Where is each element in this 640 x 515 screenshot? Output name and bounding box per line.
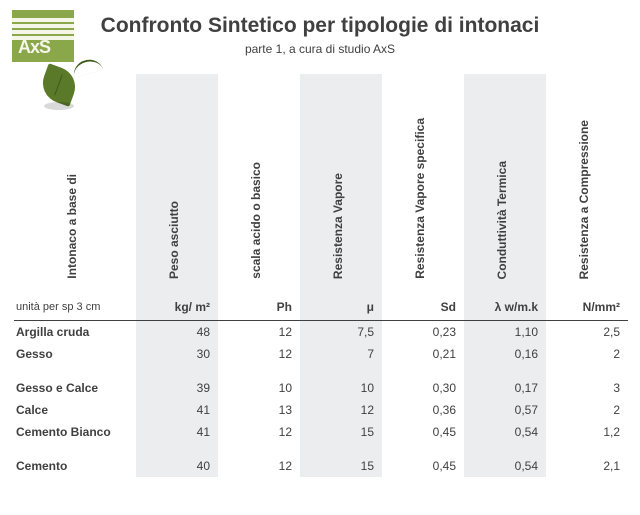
column-unit: λ w/m.k	[464, 294, 546, 321]
cell: 12	[218, 443, 300, 477]
table-row: Cemento Bianco4112150,450,541,2	[14, 421, 628, 443]
cell: 15	[300, 421, 382, 443]
cell: 12	[218, 421, 300, 443]
cell: 7	[300, 343, 382, 365]
column-unit: N/mm²	[546, 294, 628, 321]
cell: 41	[136, 421, 218, 443]
cell: 2	[546, 343, 628, 365]
cell: 0,45	[382, 421, 464, 443]
table-row: Gesso e Calce3910100,300,173	[14, 365, 628, 399]
cell: 13	[218, 399, 300, 421]
table-row: Calce4113120,360,572	[14, 399, 628, 421]
cell: 0,54	[464, 421, 546, 443]
column-unit: Sd	[382, 294, 464, 321]
cell: 12	[300, 399, 382, 421]
cell: 2,5	[546, 321, 628, 344]
column-header: Resistenza Vapore	[300, 74, 382, 294]
cell: 48	[136, 321, 218, 344]
cell: 0,36	[382, 399, 464, 421]
column-label: Resistenza a Compressione	[577, 120, 597, 279]
row-name: Argilla cruda	[14, 321, 136, 344]
column-label: Resistenza Vapore	[331, 173, 351, 279]
column-unit: kg/ m²	[136, 294, 218, 321]
column-label: Peso asciutto	[167, 201, 187, 279]
row-header-label: Intonaco a base di	[14, 74, 136, 294]
cell: 12	[218, 321, 300, 344]
cell: 3	[546, 365, 628, 399]
cell: 30	[136, 343, 218, 365]
logo-text: AxS	[18, 37, 50, 58]
cell: 0,54	[464, 443, 546, 477]
column-label: scala acido o basico	[249, 162, 269, 279]
comparison-table: Intonaco a base di Peso asciutto scala aci…	[14, 74, 626, 477]
cell: 15	[300, 443, 382, 477]
table-row: Argilla cruda48127,50,231,102,5	[14, 321, 628, 344]
row-name: Gesso	[14, 343, 136, 365]
column-header: scala acido o basico	[218, 74, 300, 294]
row-name: Cemento	[14, 443, 136, 477]
cell: 1,10	[464, 321, 546, 344]
page-subtitle: parte 1, a cura di studio AxS	[0, 42, 640, 56]
cell: 0,21	[382, 343, 464, 365]
cell: 2,1	[546, 443, 628, 477]
page-title: Confronto Sintetico per tipologie di int…	[0, 14, 640, 38]
column-header: Conduttività Termica	[464, 74, 546, 294]
unit-row-label: unità per sp 3 cm	[14, 294, 136, 321]
cell: 10	[300, 365, 382, 399]
cell: 0,16	[464, 343, 546, 365]
column-unit: μ	[300, 294, 382, 321]
header: Confronto Sintetico per tipologie di int…	[0, 0, 640, 56]
cell: 10	[218, 365, 300, 399]
row-name: Gesso e Calce	[14, 365, 136, 399]
cell: 0,45	[382, 443, 464, 477]
row-name: Cemento Bianco	[14, 421, 136, 443]
cell: 0,17	[464, 365, 546, 399]
cell: 0,23	[382, 321, 464, 344]
column-unit: Ph	[218, 294, 300, 321]
column-header: Resistenza a Compressione	[546, 74, 628, 294]
cell: 0,30	[382, 365, 464, 399]
logo: AxS	[12, 10, 84, 72]
cell: 7,5	[300, 321, 382, 344]
logo-box: AxS	[12, 10, 74, 62]
table-row: Cemento4012150,450,542,1	[14, 443, 628, 477]
cell: 12	[218, 343, 300, 365]
column-header: Peso asciutto	[136, 74, 218, 294]
column-label: Resistenza Vapore specifica	[413, 118, 433, 279]
cell: 40	[136, 443, 218, 477]
cell: 0,57	[464, 399, 546, 421]
table-row: Gesso301270,210,162	[14, 343, 628, 365]
row-name: Calce	[14, 399, 136, 421]
cell: 39	[136, 365, 218, 399]
column-header: Resistenza Vapore specifica	[382, 74, 464, 294]
cell: 1,2	[546, 421, 628, 443]
column-label: Conduttività Termica	[495, 161, 515, 279]
cell: 2	[546, 399, 628, 421]
cell: 41	[136, 399, 218, 421]
